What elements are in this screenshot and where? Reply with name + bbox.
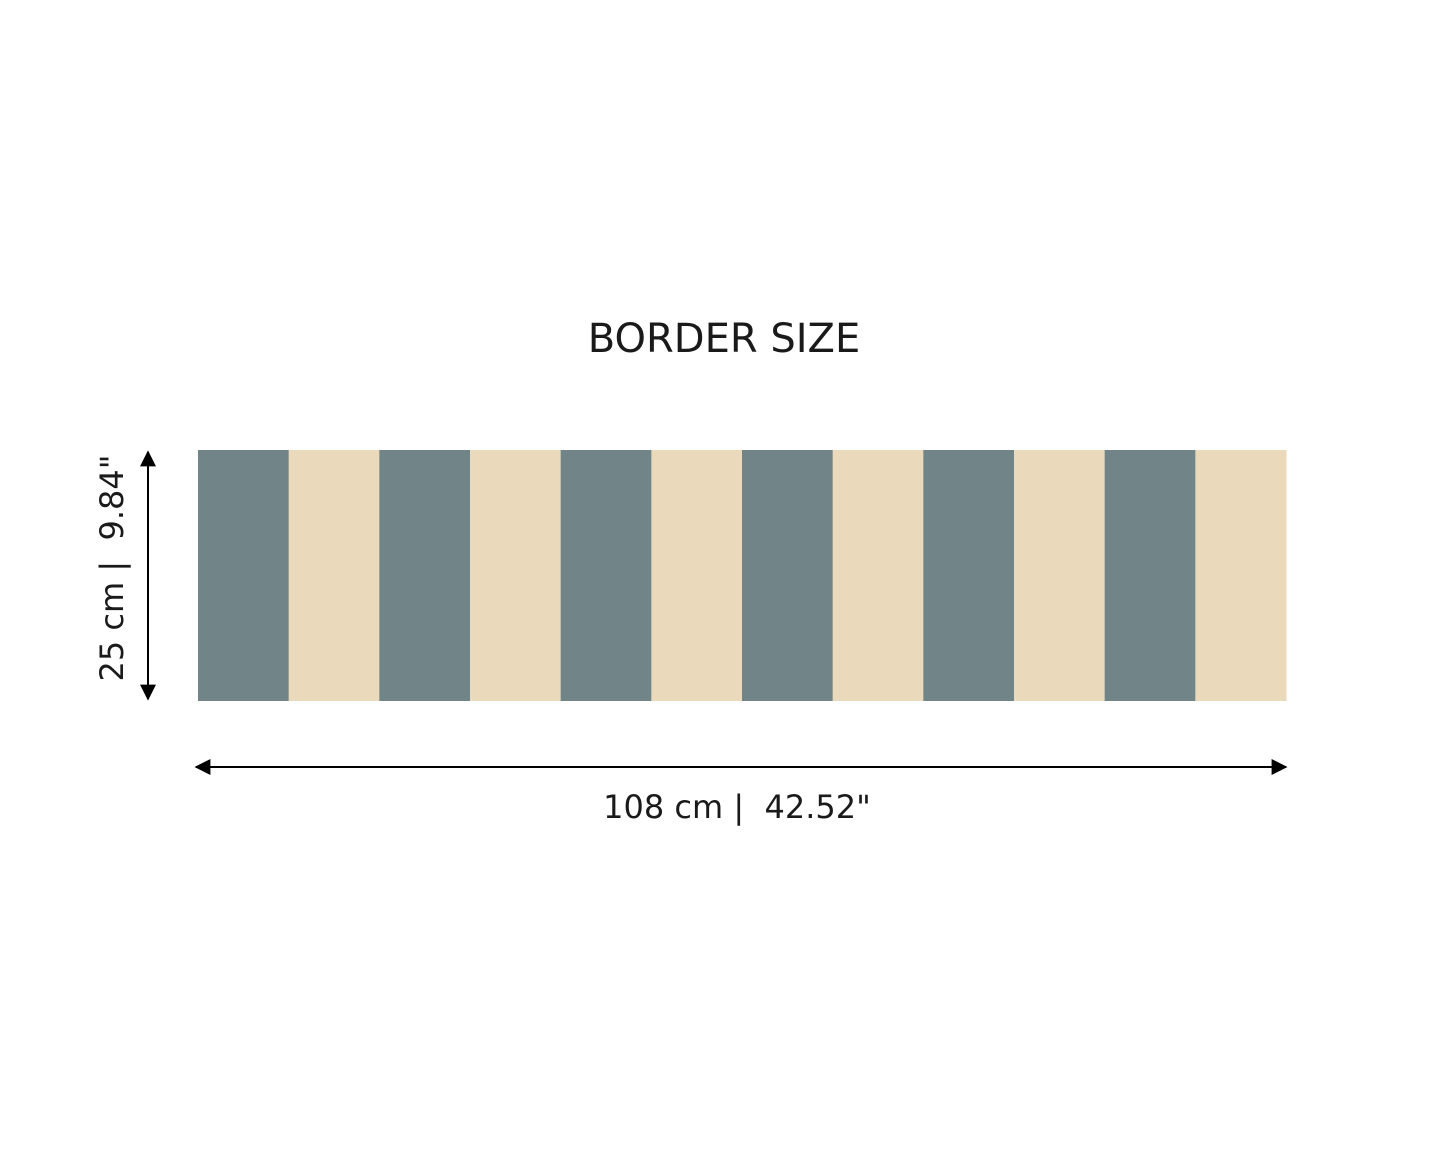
- stripe: [379, 450, 471, 701]
- stripe: [560, 450, 652, 701]
- width-label: 108 cm | 42.52": [603, 788, 871, 826]
- stripe: [470, 450, 562, 701]
- stripe: [923, 450, 1015, 701]
- stripe: [1104, 450, 1196, 701]
- stripe: [1195, 450, 1287, 701]
- border-stripes: [198, 450, 1287, 701]
- stripe: [198, 450, 290, 701]
- stripe: [832, 450, 924, 701]
- stripe: [651, 450, 743, 701]
- stripe: [288, 450, 380, 701]
- stripe: [742, 450, 834, 701]
- title: BORDER SIZE: [588, 316, 860, 362]
- stripe: [1014, 450, 1106, 701]
- height-label: 25 cm | 9.84": [93, 455, 131, 682]
